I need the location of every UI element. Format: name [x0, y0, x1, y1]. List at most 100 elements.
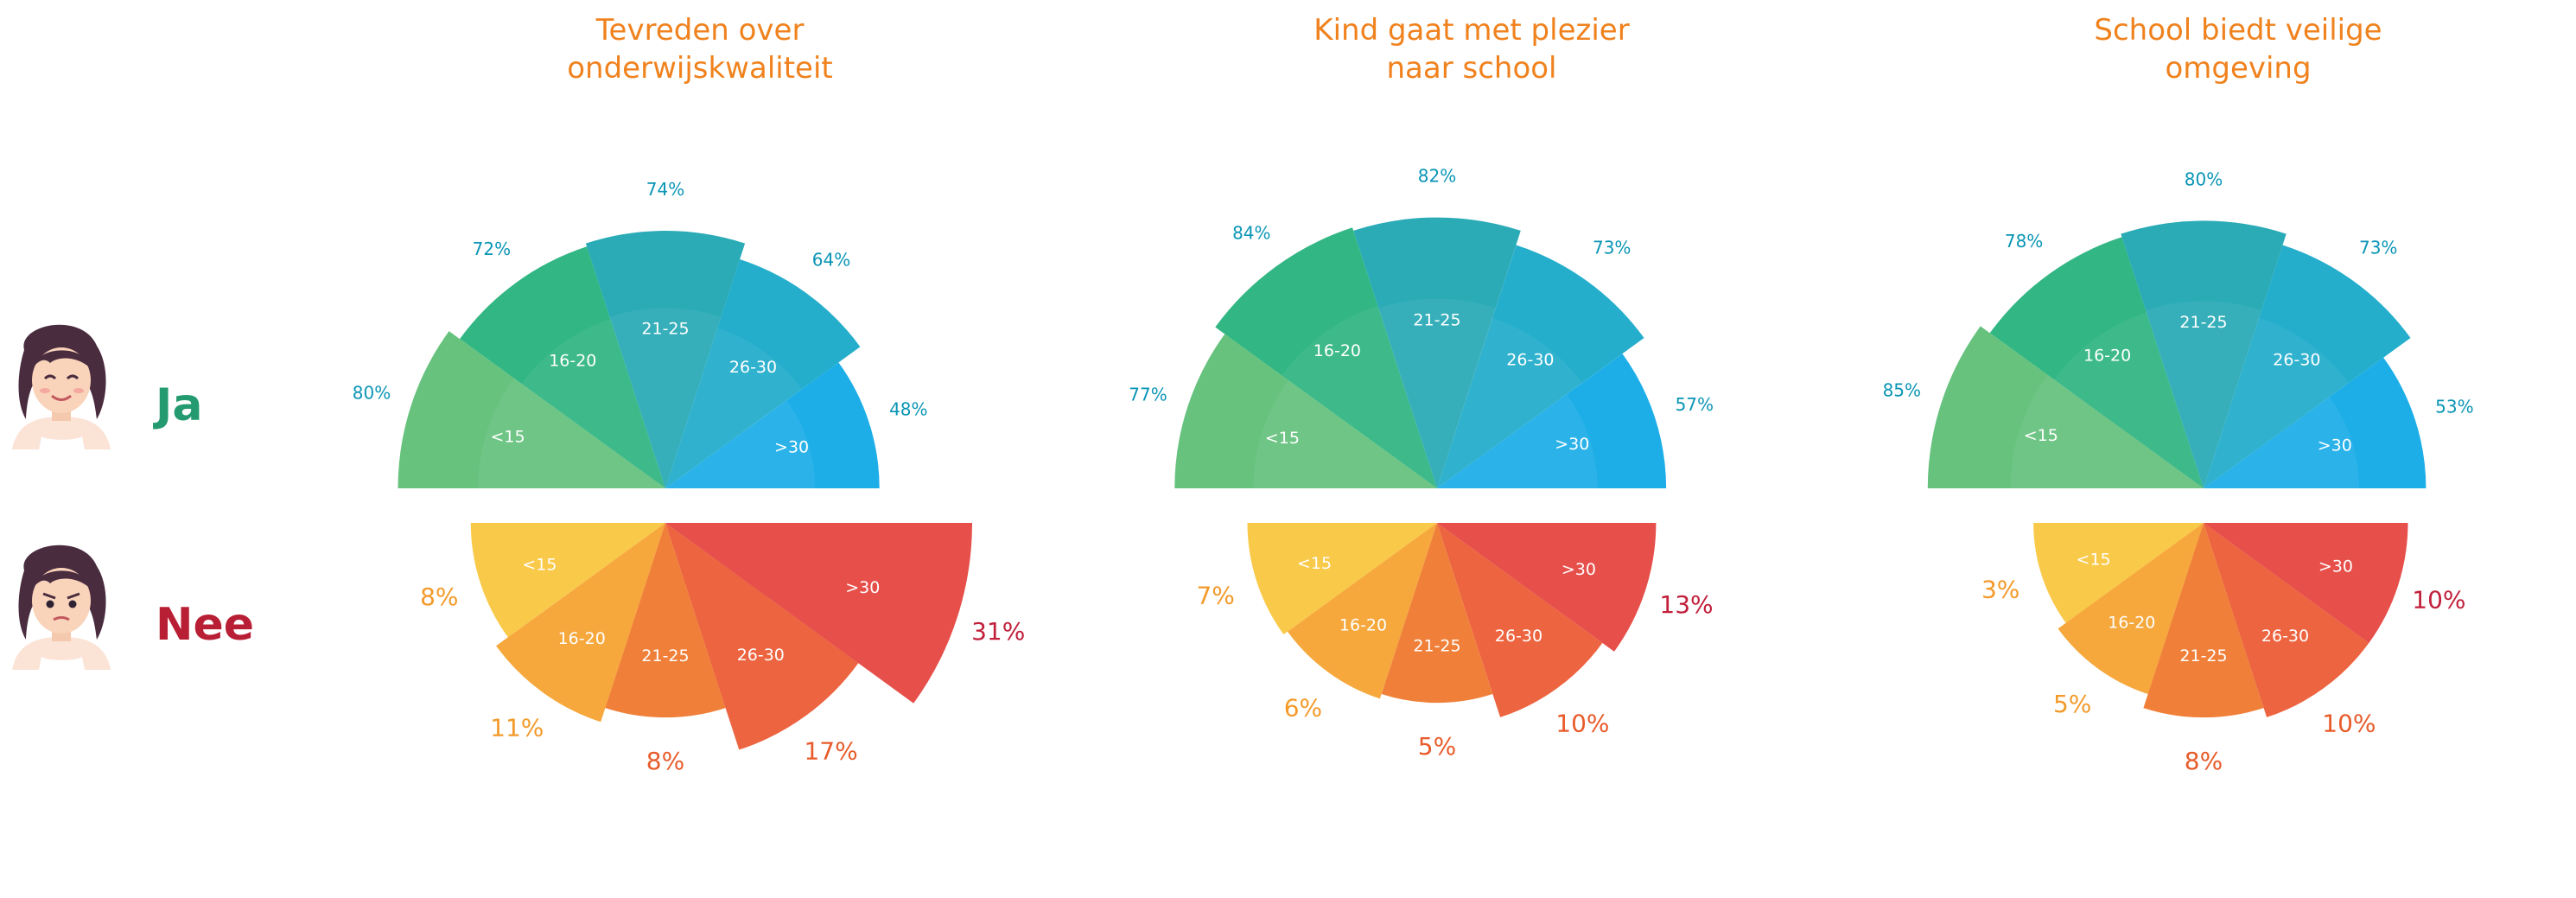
ja-slice-inner-shade: [2204, 397, 2360, 488]
nee-category-label: 21-25: [1413, 637, 1460, 656]
nee-category-label: >30: [1562, 560, 1596, 579]
ja-slice-inner-shade: [2053, 312, 2204, 488]
nee-category-label: <15: [522, 555, 557, 574]
chart-title: School biedt veilige omgeving: [2094, 13, 2382, 86]
nee-slice-5: [2204, 523, 2408, 643]
nee-category-label: <15: [1297, 554, 1332, 573]
nee-slice-5: [1437, 523, 1657, 652]
nee-category-label: 16-20: [558, 629, 606, 648]
ja-percent-label: 53%: [2435, 397, 2473, 417]
charts-group: Tevreden over onderwijskwaliteit <15 80% 16-…: [353, 13, 2474, 775]
nee-percent-label: 3%: [1981, 575, 2019, 603]
nee-slice-3: [605, 523, 726, 718]
nee-category-label: >30: [845, 578, 880, 597]
nee-slice-3: [2143, 523, 2264, 718]
nee-percent-label: 11%: [490, 713, 544, 742]
ja-slice-inner-shade: [2010, 374, 2204, 488]
ja-category-label: 21-25: [641, 319, 689, 338]
ja-category-label: 26-30: [1506, 351, 1554, 370]
nee-slice-5: [665, 523, 972, 704]
ja-slice-inner-shade: [665, 328, 802, 488]
ja-percent-label: 85%: [1883, 380, 1921, 401]
ja-category-label: >30: [2318, 436, 2352, 455]
nee-slice-2: [1288, 523, 1437, 699]
ja-category-label: >30: [774, 438, 809, 457]
chart-title-line: School biedt veilige: [2094, 13, 2382, 48]
chart-title-line: naar school: [1386, 51, 1556, 86]
nee-percent-label: 7%: [1196, 581, 1234, 609]
ja-slice-2: [1215, 227, 1437, 488]
chart-title-line: Tevreden over: [595, 13, 805, 48]
nee-slice-1: [2033, 523, 2204, 623]
nee-percent-label: 10%: [2322, 710, 2376, 738]
ja-category-label: 16-20: [1313, 341, 1361, 360]
ja-slice-inner-shade: [665, 400, 816, 488]
nee-slice-2: [496, 523, 665, 723]
ja-slice-inner-shade: [609, 308, 722, 488]
nee-slice-1: [470, 523, 665, 638]
ja-slice-inner-shade: [1253, 380, 1437, 488]
nee-percent-label: 13%: [1659, 590, 1713, 619]
ja-slice-5: [2204, 357, 2427, 488]
nee-percent-label: 10%: [2412, 586, 2465, 615]
ja-slice-1: [1927, 326, 2204, 488]
ja-category-label: >30: [1555, 435, 1589, 454]
nee-category-label: 16-20: [1339, 616, 1387, 635]
row-label-nee: Nee: [156, 599, 254, 651]
nee-category-label: 26-30: [1495, 627, 1542, 646]
nee-slice-4: [665, 523, 859, 750]
happy-woman-avatar-icon: [12, 324, 111, 449]
nee-percent-label: 5%: [1418, 732, 1456, 761]
ja-slice-3: [1353, 217, 1521, 488]
ja-slice-1: [1174, 334, 1437, 488]
ja-slice-inner-shade: [478, 378, 665, 488]
nee-slice-1: [1247, 523, 1437, 634]
ja-percent-label: 57%: [1676, 394, 1714, 415]
ja-slice-inner-shade: [1437, 393, 1598, 488]
chart-title: Kind gaat met plezier naar school: [1313, 13, 1629, 86]
ja-slice-5: [665, 362, 880, 488]
ja-percent-label: 84%: [1232, 223, 1270, 244]
ja-slice-inner-shade: [1378, 298, 1496, 488]
ja-slice-inner-shade: [2204, 317, 2349, 488]
ja-percent-label: 73%: [1593, 238, 1631, 258]
ja-category-label: <15: [2024, 426, 2058, 445]
ja-percent-label: 64%: [812, 250, 850, 271]
ja-slice-inner-shade: [2146, 301, 2261, 488]
nee-category-label: 21-25: [2179, 646, 2227, 666]
ja-category-label: <15: [1265, 429, 1300, 448]
nee-percent-label: 17%: [804, 737, 857, 766]
chart-2: Kind gaat met plezier naar school <15 77% 16…: [1129, 13, 1714, 761]
nee-slice-3: [1381, 523, 1493, 704]
nee-percent-label: 31%: [971, 617, 1025, 646]
nee-slice-4: [2204, 523, 2369, 717]
nee-percent-label: 8%: [420, 583, 458, 611]
nee-percent-label: 10%: [1555, 710, 1609, 738]
nee-category-label: 16-20: [2108, 614, 2155, 633]
ja-slice-4: [1437, 245, 1644, 488]
nee-percent-label: 5%: [2053, 690, 2091, 718]
nee-percent-label: 6%: [1284, 694, 1322, 723]
ja-slice-inner-shade: [521, 319, 665, 488]
chart-title-line: onderwijskwaliteit: [567, 51, 833, 86]
ja-percent-label: 73%: [2359, 238, 2397, 258]
chart-3: School biedt veilige omgeving <15 85% 16-20 7…: [1883, 13, 2474, 775]
ja-category-label: 26-30: [729, 358, 777, 377]
ja-slice-2: [460, 246, 665, 488]
nee-category-label: 26-30: [2261, 627, 2309, 646]
chart-title: Tevreden over onderwijskwaliteit: [567, 13, 833, 86]
ja-slice-1: [398, 331, 665, 488]
nee-percent-label: 8%: [646, 747, 684, 775]
ja-percent-label: 80%: [2185, 169, 2223, 190]
nee-slice-4: [1437, 523, 1603, 717]
ja-slice-2: [1989, 237, 2204, 488]
ja-percent-label: 72%: [473, 239, 511, 259]
ja-slice-4: [2204, 245, 2411, 488]
ja-slice-3: [585, 231, 746, 488]
ja-category-label: 21-25: [1413, 311, 1460, 330]
chart-title-line: omgeving: [2165, 51, 2311, 86]
angry-woman-avatar-icon: [12, 545, 111, 670]
ja-percent-label: 78%: [2005, 231, 2043, 252]
ja-slice-4: [665, 259, 861, 488]
